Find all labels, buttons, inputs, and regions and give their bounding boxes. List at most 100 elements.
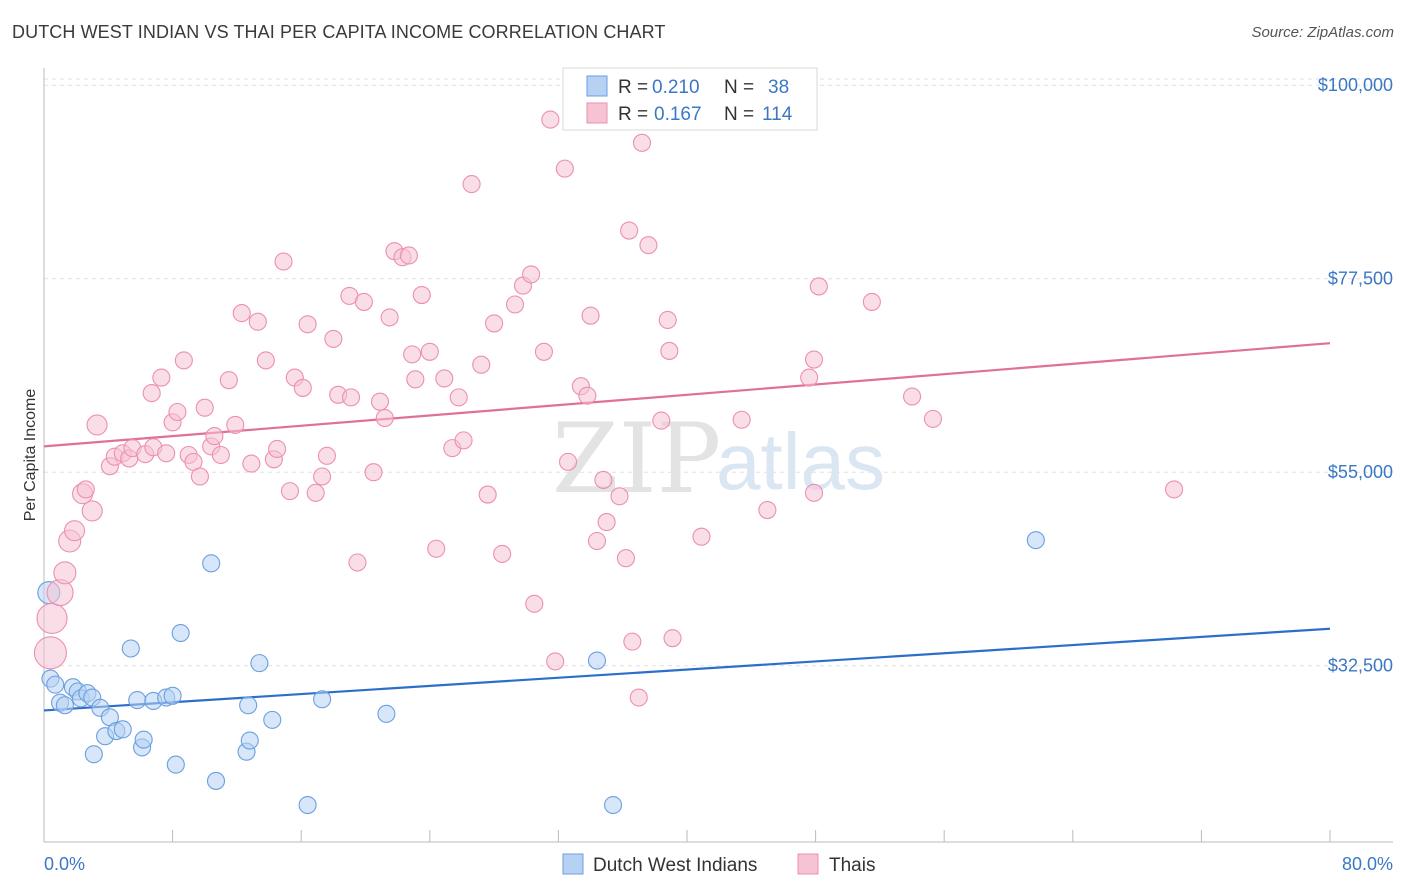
x-axis-ticks (172, 830, 1331, 842)
legend-swatch-pink (586, 102, 608, 124)
data-point-pink (232, 304, 251, 323)
data-point-pink (541, 110, 560, 129)
data-point-blue (113, 720, 132, 739)
legend: R = 0.210 N = 38 R = 0.167 N = 114 (562, 67, 818, 131)
legend-r-label: R = (618, 77, 648, 98)
data-point-pink (420, 342, 439, 361)
data-point-blue (55, 696, 74, 715)
data-point-blue (298, 795, 317, 815)
source-label: Source: ZipAtlas.com (1251, 24, 1394, 41)
data-point-blue (163, 686, 182, 705)
legend-n-label: N = (724, 77, 754, 98)
data-point-pink (248, 312, 267, 331)
data-point-pink (306, 483, 325, 502)
bottom-legend: Dutch West Indians Thais (562, 853, 875, 876)
data-points (33, 110, 1184, 815)
data-point-blue (128, 691, 147, 710)
data-point-pink (412, 285, 431, 305)
data-point-pink (485, 314, 504, 333)
data-point-pink (632, 133, 652, 152)
watermark: ZIP atlas (552, 403, 885, 515)
data-point-pink (449, 388, 468, 407)
data-point-pink (804, 350, 824, 369)
data-point-pink (370, 392, 390, 411)
data-point-pink (293, 378, 312, 397)
data-point-pink (226, 415, 245, 434)
series-pink (33, 110, 1184, 707)
data-point-pink (427, 539, 446, 558)
data-point-pink (663, 629, 682, 648)
y-tick-label: $32,500 (1328, 656, 1393, 676)
data-point-pink (620, 221, 639, 240)
data-point-pink (348, 553, 367, 572)
data-point-pink (219, 371, 238, 390)
data-point-pink (732, 410, 751, 429)
data-point-pink (53, 561, 77, 585)
legend-n-value: 38 (768, 77, 789, 98)
data-point-pink (525, 594, 544, 613)
data-point-blue (587, 651, 607, 670)
data-point-blue (206, 771, 226, 790)
data-point-pink (63, 520, 86, 542)
data-point-blue (377, 704, 396, 723)
x-tick-label-max: 80.0% (1342, 854, 1393, 874)
data-point-pink (313, 467, 332, 486)
legend-n-label: N = (724, 104, 754, 125)
data-point-pink (406, 370, 425, 389)
data-point-pink (324, 329, 343, 348)
data-point-pink (616, 549, 635, 568)
watermark-atlas: atlas (716, 417, 885, 506)
data-point-pink (587, 531, 607, 551)
data-point-pink (639, 236, 658, 255)
data-point-pink (522, 265, 541, 284)
legend-swatch-blue (586, 75, 608, 97)
data-point-pink (36, 602, 68, 634)
data-point-pink (660, 341, 679, 360)
data-point-pink (804, 483, 824, 502)
data-point-pink (341, 388, 361, 407)
data-point-blue (239, 696, 258, 715)
data-point-blue (84, 745, 103, 764)
data-point-pink (692, 527, 711, 546)
chart-title: DUTCH WEST INDIAN VS THAI PER CAPITA INC… (12, 22, 666, 42)
data-point-blue (166, 755, 185, 774)
data-point-pink (157, 444, 176, 463)
data-point-pink (454, 431, 473, 450)
legend-r-value: 0.210 (652, 77, 700, 98)
legend-n-value: 114 (762, 104, 793, 125)
data-point-pink (493, 544, 512, 563)
data-point-pink (399, 246, 418, 265)
watermark-zip: ZIP (552, 403, 721, 515)
data-point-blue (46, 675, 65, 694)
data-point-pink (168, 402, 187, 422)
data-point-pink (81, 500, 103, 522)
bottom-legend-label-blue: Dutch West Indians (593, 855, 757, 876)
data-point-pink (174, 351, 193, 370)
grid-lines (44, 78, 1393, 667)
data-point-pink (902, 387, 922, 406)
data-point-pink (242, 454, 261, 473)
data-point-blue (171, 623, 190, 643)
data-point-pink (534, 342, 553, 361)
data-point-pink (1165, 480, 1184, 499)
data-point-pink (581, 306, 600, 325)
data-point-pink (195, 398, 214, 417)
data-point-pink (594, 470, 613, 489)
data-point-pink (256, 351, 275, 370)
data-point-blue (604, 795, 623, 815)
data-point-blue (240, 731, 259, 750)
data-point-pink (380, 308, 399, 327)
data-point-pink (623, 632, 642, 651)
data-point-pink (298, 315, 317, 334)
data-point-pink (190, 467, 209, 486)
data-point-pink (152, 368, 171, 387)
data-point-pink (462, 175, 481, 194)
data-point-blue (121, 639, 140, 658)
data-point-pink (317, 446, 336, 465)
data-point-pink (478, 485, 497, 504)
data-point-blue (1026, 531, 1045, 550)
bottom-legend-swatch-pink (797, 853, 819, 875)
series-blue (37, 531, 1045, 815)
data-point-pink (505, 295, 525, 314)
